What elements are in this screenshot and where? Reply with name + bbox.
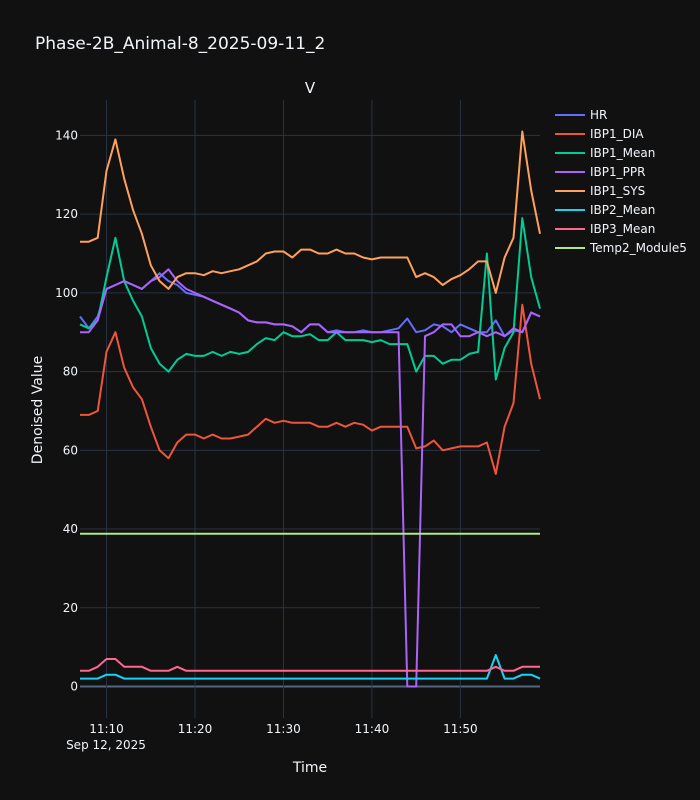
legend-item-ibp1-dia[interactable]: IBP1_DIA bbox=[555, 124, 644, 143]
legend-label: IBP1_DIA bbox=[590, 126, 644, 141]
chart-title: Phase-2B_Animal-8_2025-09-11_2 bbox=[35, 34, 326, 54]
legend-label: HR bbox=[590, 107, 608, 122]
legend-swatch bbox=[555, 132, 585, 135]
legend-item-hr[interactable]: HR bbox=[555, 105, 607, 124]
legend-item-temp2-module5[interactable]: Temp2_Module5 bbox=[555, 238, 687, 257]
legend-swatch bbox=[555, 113, 585, 116]
x-tick-label: 11:20 bbox=[178, 722, 213, 736]
series-line-ibp1-dia bbox=[80, 303, 541, 475]
series-line-ibp1-ppr bbox=[80, 268, 541, 688]
legend-label: IBP1_PPR bbox=[590, 164, 646, 179]
series-lines bbox=[79, 130, 541, 688]
x-axis-ticks: 11:10 11:20 11:30 11:40 11:50 bbox=[89, 722, 477, 736]
series-line-ibp1-mean bbox=[79, 217, 541, 381]
legend-item-ibp1-ppr[interactable]: IBP1_PPR bbox=[555, 162, 645, 181]
legend-item-ibp3-mean[interactable]: IBP3_Mean bbox=[555, 219, 655, 238]
legend-item-ibp2-mean[interactable]: IBP2_Mean bbox=[555, 200, 655, 219]
legend-item-ibp1-mean[interactable]: IBP1_Mean bbox=[555, 143, 655, 162]
x-tick-label: 11:50 bbox=[443, 722, 478, 736]
y-axis-ticks: 0 20 40 60 80 100 120 140 bbox=[55, 128, 78, 693]
x-tick-label: 11:30 bbox=[266, 722, 301, 736]
y-tick-label: 60 bbox=[63, 443, 78, 457]
legend-swatch bbox=[555, 151, 585, 154]
y-tick-label: 100 bbox=[55, 286, 78, 300]
y-tick-label: 140 bbox=[55, 128, 78, 142]
legend-label: IBP3_Mean bbox=[590, 221, 656, 236]
legend-label: IBP2_Mean bbox=[590, 202, 656, 217]
x-axis-date-label: Sep 12, 2025 bbox=[66, 738, 146, 752]
x-axis-label: Time bbox=[292, 760, 327, 776]
legend-item-ibp1-sys[interactable]: IBP1_SYS bbox=[555, 181, 645, 200]
y-axis-label: Denoised Value bbox=[30, 356, 46, 464]
y-tick-label: 20 bbox=[63, 601, 78, 615]
y-tick-label: 120 bbox=[55, 207, 78, 221]
grid bbox=[80, 100, 540, 718]
x-tick-label: 11:40 bbox=[355, 722, 390, 736]
y-tick-label: 0 bbox=[70, 680, 78, 694]
series-line-ibp3-mean bbox=[80, 658, 540, 672]
legend-label: IBP1_SYS bbox=[590, 183, 646, 198]
legend-swatch bbox=[555, 227, 585, 230]
legend-swatch bbox=[555, 246, 585, 249]
series-line-ibp2-mean bbox=[80, 654, 541, 680]
chart-subtitle: V bbox=[304, 79, 316, 97]
legend-swatch bbox=[555, 189, 585, 192]
legend-swatch bbox=[555, 170, 585, 173]
y-tick-label: 40 bbox=[63, 522, 78, 536]
y-tick-label: 80 bbox=[63, 365, 78, 379]
legend-label: IBP1_Mean bbox=[590, 145, 656, 160]
legend-label: Temp2_Module5 bbox=[590, 240, 687, 255]
x-tick-label: 11:10 bbox=[89, 722, 124, 736]
legend-swatch bbox=[555, 208, 585, 211]
series-line-ibp1-sys bbox=[80, 130, 541, 294]
